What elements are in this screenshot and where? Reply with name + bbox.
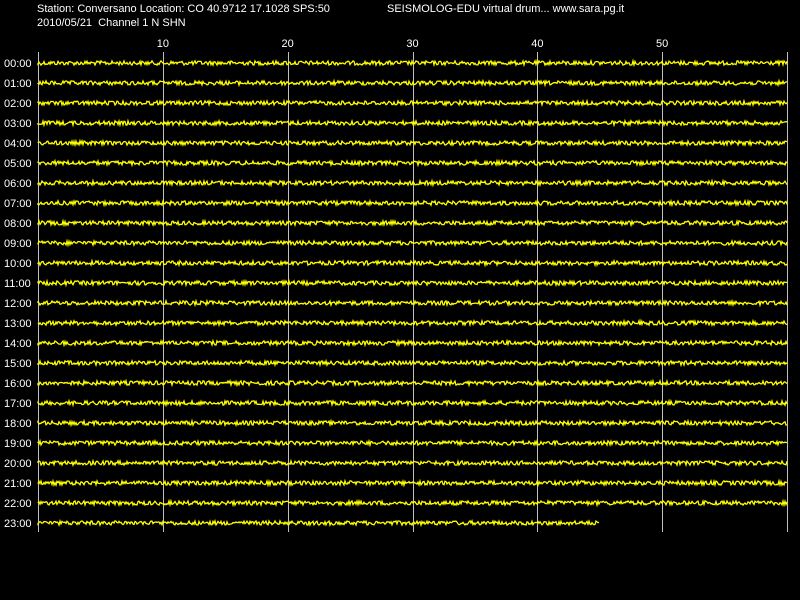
trace-row-1900: [37, 438, 788, 448]
trace-row-0100: [37, 78, 788, 88]
trace-row-2300: [37, 518, 600, 528]
trace-row-0000: [37, 58, 788, 68]
row-label-1000: 10:00: [4, 258, 32, 270]
row-label-1900: 19:00: [4, 438, 32, 450]
x-tick-label: 10: [157, 38, 169, 50]
trace-row-0300: [37, 118, 788, 128]
trace-row-1700: [37, 398, 788, 408]
trace-row-1800: [37, 418, 787, 428]
trace-row-2000: [37, 458, 788, 468]
x-tick-label: 50: [656, 38, 668, 50]
row-label-0800: 08:00: [4, 218, 32, 230]
row-label-0900: 09:00: [4, 238, 32, 250]
row-label-2000: 20:00: [4, 458, 32, 470]
row-label-0100: 01:00: [4, 78, 32, 90]
trace-row-1400: [37, 338, 788, 348]
trace-row-2200: [37, 498, 788, 508]
row-label-1300: 13:00: [4, 318, 32, 330]
trace-row-0500: [37, 158, 788, 168]
row-label-2300: 23:00: [4, 518, 32, 530]
trace-row-1200: [37, 298, 788, 308]
row-label-1500: 15:00: [4, 358, 32, 370]
row-label-0700: 07:00: [4, 198, 32, 210]
row-label-1200: 12:00: [4, 298, 32, 310]
date-channel-info: 2010/05/21 Channel 1 N SHN: [37, 17, 186, 29]
row-label-0600: 06:00: [4, 178, 32, 190]
trace-row-0400: [37, 138, 788, 148]
trace-row-1100: [37, 278, 788, 288]
trace-row-0200: [37, 98, 788, 108]
trace-row-1500: [37, 358, 788, 368]
row-label-1600: 16:00: [4, 378, 32, 390]
row-label-1400: 14:00: [4, 338, 32, 350]
row-label-2100: 21:00: [4, 478, 32, 490]
trace-row-1300: [37, 318, 788, 328]
trace-row-0700: [37, 198, 788, 208]
x-tick-label: 30: [406, 38, 418, 50]
trace-row-1000: [37, 258, 788, 268]
row-label-0400: 04:00: [4, 138, 32, 150]
row-label-0500: 05:00: [4, 158, 32, 170]
trace-row-1600: [37, 378, 788, 388]
trace-row-0600: [37, 178, 788, 188]
trace-row-2100: [37, 478, 788, 488]
row-label-2200: 22:00: [4, 498, 32, 510]
row-label-1800: 18:00: [4, 418, 32, 430]
drum-title: SEISMOLOG-EDU virtual drum... www.sara.p…: [387, 3, 625, 15]
row-label-1700: 17:00: [4, 398, 32, 410]
trace-row-0900: [37, 238, 788, 248]
row-label-1100: 11:00: [4, 278, 31, 290]
x-tick-label: 40: [531, 38, 543, 50]
trace-row-0800: [37, 218, 788, 228]
station-info: Station: Conversano Location: CO 40.9712…: [37, 3, 330, 15]
row-label-0000: 00:00: [4, 58, 32, 70]
row-label-0200: 02:00: [4, 98, 32, 110]
row-label-0300: 03:00: [4, 118, 32, 130]
x-tick-label: 20: [282, 38, 294, 50]
